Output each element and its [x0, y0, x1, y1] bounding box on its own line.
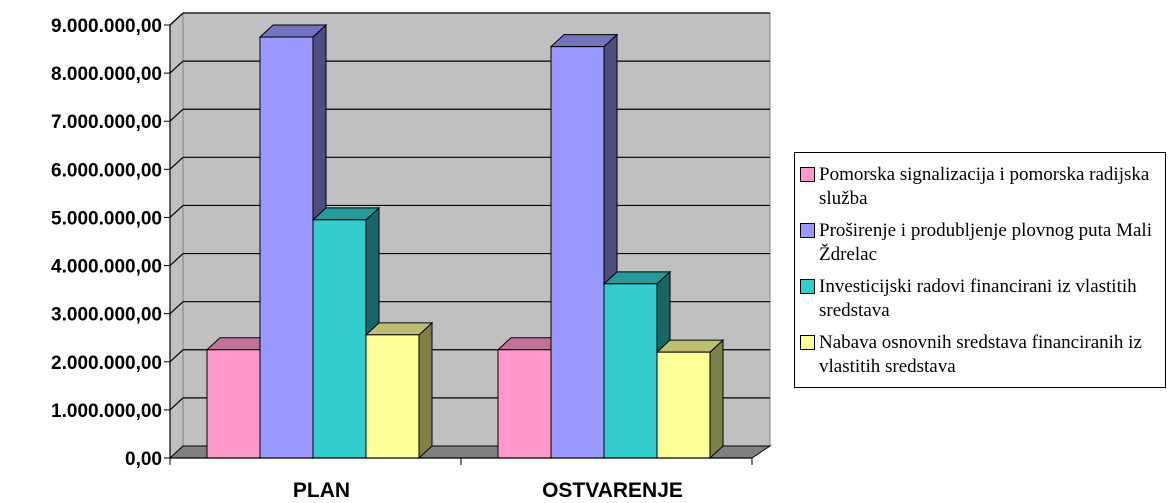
legend: Pomorska signalizacija i pomorska radijs…	[794, 152, 1166, 388]
bar	[259, 36, 314, 459]
y-tick-label: 0,00	[125, 449, 162, 470]
legend-item: Pomorska signalizacija i pomorska radijs…	[800, 163, 1159, 211]
bar-side	[418, 321, 433, 460]
axes: 0,00 1.000.000,00 2.000.000,00 3.000.000,00…	[51, 16, 753, 502]
gridline-side	[169, 397, 184, 411]
legend-label: Pomorska signalizacija i pomorska radijs…	[819, 164, 1150, 209]
gridline-side	[169, 156, 184, 170]
gridline-side	[169, 12, 184, 26]
gridline-side	[169, 301, 184, 315]
y-tick-label: 2.000.000,00	[51, 353, 162, 374]
bar	[365, 334, 420, 459]
legend-swatch	[800, 223, 815, 238]
y-tick-label: 5.000.000,00	[51, 208, 162, 229]
legend-item: Nabava osnovnih sredstava financiranih i…	[800, 331, 1159, 379]
bar	[603, 283, 658, 459]
gridline-side	[169, 60, 184, 74]
bar	[656, 351, 711, 459]
y-tick-label: 3.000.000,00	[51, 305, 162, 326]
legend-label: Investicijski radovi financirani iz vlas…	[819, 276, 1137, 321]
y-tick-label: 7.000.000,00	[51, 112, 162, 133]
plot-side-wall	[169, 11, 184, 460]
gridline-side	[169, 253, 184, 266]
legend-item: Proširenje i produbljenje plovnog puta M…	[800, 219, 1159, 267]
bar	[312, 219, 367, 459]
legend-swatch	[800, 279, 815, 294]
legend-label: Proširenje i produbljenje plovnog puta M…	[819, 220, 1152, 265]
bar-side	[709, 339, 724, 460]
y-tick-label: 6.000.000,00	[51, 160, 162, 181]
legend-label: Nabava osnovnih sredstava financiranih i…	[819, 332, 1142, 377]
gridline-side	[169, 205, 184, 218]
legend-swatch	[800, 335, 815, 350]
y-tick-label: 8.000.000,00	[51, 64, 162, 85]
y-tick-label: 4.000.000,00	[51, 257, 162, 278]
x-tick-label: OSTVARENJE	[542, 479, 683, 502]
bar	[550, 46, 605, 459]
legend-item: Investicijski radovi financirani iz vlas…	[800, 275, 1159, 323]
bar	[497, 349, 552, 459]
y-tick-label: 1.000.000,00	[51, 401, 162, 422]
gridline-side	[169, 108, 184, 122]
gridline-side	[169, 349, 184, 363]
legend-swatch	[800, 167, 815, 182]
y-tick-label: 9.000.000,00	[51, 16, 162, 37]
bars	[205, 23, 725, 460]
bar	[206, 349, 261, 459]
x-tick-label: PLAN	[293, 479, 350, 502]
